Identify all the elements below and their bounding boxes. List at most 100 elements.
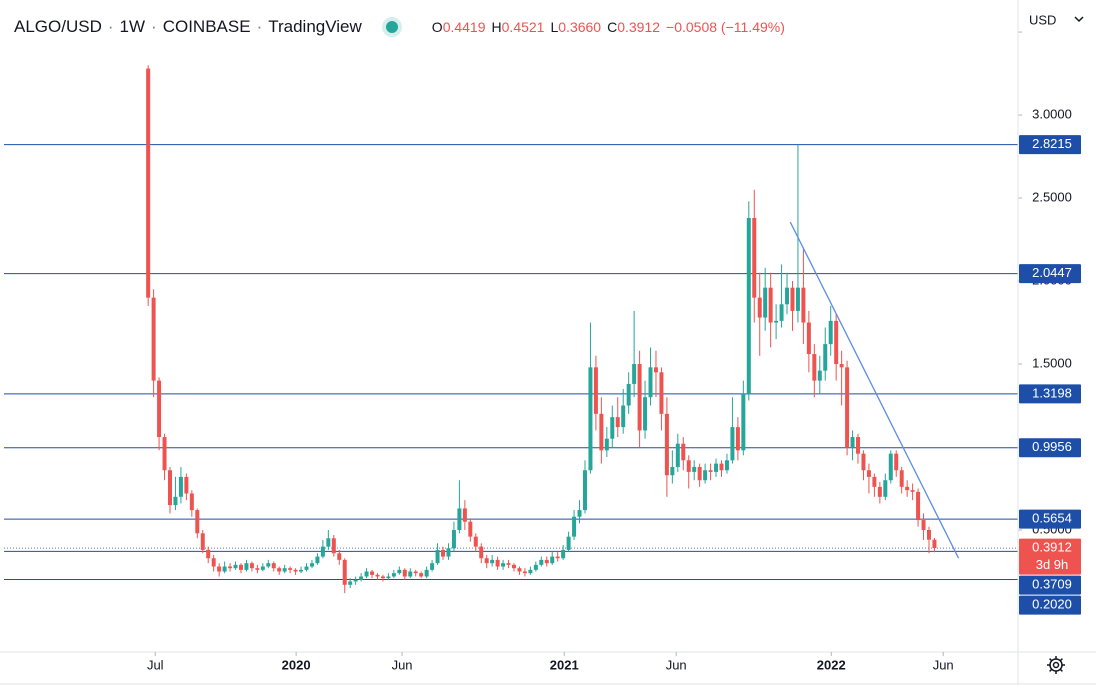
level-label: 2.8215 (1032, 136, 1072, 151)
level-label-box (1019, 264, 1081, 284)
level-label-box (1019, 384, 1081, 404)
separator: · (151, 17, 157, 36)
separator: · (107, 17, 114, 36)
ohlc-key: O (431, 19, 443, 35)
candle-body (572, 516, 577, 537)
candle-body (402, 569, 407, 577)
candle-body (806, 322, 811, 355)
candle-body (446, 548, 451, 557)
candle-body (364, 571, 369, 577)
candle-body (752, 217, 757, 298)
candle-body (730, 427, 735, 461)
candle-body (195, 510, 200, 534)
candle-body (222, 566, 227, 572)
candle-body (151, 297, 156, 381)
candle-body (228, 566, 233, 569)
candle-body (926, 530, 931, 540)
chevron[interactable] (1074, 16, 1084, 23)
level-label: 0.2020 (1032, 597, 1072, 612)
candle-body (632, 364, 637, 384)
price-label: 0.3912 (1032, 540, 1072, 555)
candle-body (850, 437, 855, 448)
candle-body (490, 559, 495, 564)
candle-body (304, 566, 309, 570)
candle-body (866, 470, 871, 477)
candle-body (266, 563, 271, 567)
candle-body (703, 470, 708, 481)
level-label-box (1019, 438, 1081, 458)
candle-body (501, 563, 506, 567)
ohlc-item: L0.3660 (550, 19, 601, 35)
candle-body (512, 564, 517, 569)
candle-body (757, 297, 762, 318)
candle-body (462, 508, 467, 522)
candle-body (413, 571, 418, 574)
level-label-box (1019, 135, 1081, 155)
candle-body (921, 520, 926, 531)
candle-body (697, 466, 702, 481)
level-label-box (1019, 509, 1081, 529)
price-label-box (1019, 538, 1081, 575)
source: TradingView (268, 17, 362, 36)
currency-label[interactable]: USD (1029, 12, 1056, 27)
ohlc-value: 0.4521 (501, 19, 545, 35)
legend-header: ALGO/USD · 1W · COINBASE · TradingView O 0.4… (14, 14, 785, 40)
candle-body (828, 320, 833, 345)
candle-body (621, 405, 626, 428)
exchange: COINBASE (162, 17, 251, 36)
candle-body (348, 581, 353, 585)
ohlc-value: 0.3660 (558, 19, 602, 35)
candle-body (288, 568, 293, 570)
candle-body (397, 569, 402, 574)
candle-body (157, 380, 162, 438)
candle-body (468, 521, 473, 537)
x-tick-label: Jul (147, 657, 164, 672)
symbol[interactable]: ALGO/USD (14, 17, 102, 36)
candle-body (932, 539, 937, 549)
interval[interactable]: 1W (119, 17, 146, 36)
candle-body (233, 564, 238, 569)
candle-body (380, 576, 385, 579)
candle-body (910, 490, 915, 492)
candle-body (162, 437, 167, 471)
candle-body (146, 68, 151, 298)
separator: · (256, 17, 263, 36)
candle-body (719, 463, 724, 471)
candle-body (277, 568, 282, 572)
candle-body (861, 453, 866, 471)
settings-icon[interactable] (1047, 656, 1065, 674)
y-tick-label: 3.0000 (1032, 106, 1072, 121)
candle-body (408, 571, 413, 577)
candle-body (626, 383, 631, 406)
candle-body (539, 559, 544, 565)
candle-body (582, 470, 587, 511)
candle-body (370, 571, 375, 575)
candle-body (473, 536, 478, 547)
candle-body (555, 556, 560, 559)
ohlc-item: H0.4521 (492, 19, 545, 35)
level-label: 2.0447 (1032, 265, 1072, 280)
candle-body (178, 476, 183, 497)
candle-body (249, 563, 254, 569)
candle-body (550, 556, 555, 564)
level-label: 1.3198 (1032, 385, 1072, 400)
y-tick-label: 1.5000 (1032, 355, 1072, 370)
candle-body (588, 367, 593, 471)
level-label: 0.9956 (1032, 439, 1072, 454)
candle-body (714, 463, 719, 472)
candle-body (708, 470, 713, 472)
plot-area (4, 65, 1018, 594)
candle-body (795, 287, 800, 311)
candle-body (320, 546, 325, 557)
candle-body (457, 508, 462, 531)
candle-body (675, 443, 680, 467)
candle-body (451, 530, 456, 549)
candle-body (905, 486, 910, 491)
candle-body (211, 558, 216, 567)
level-label: 0.3709 (1032, 577, 1072, 592)
candle-body (544, 559, 549, 564)
candle-body (664, 413, 669, 476)
candle-body (856, 437, 861, 454)
candle-body (342, 559, 347, 585)
